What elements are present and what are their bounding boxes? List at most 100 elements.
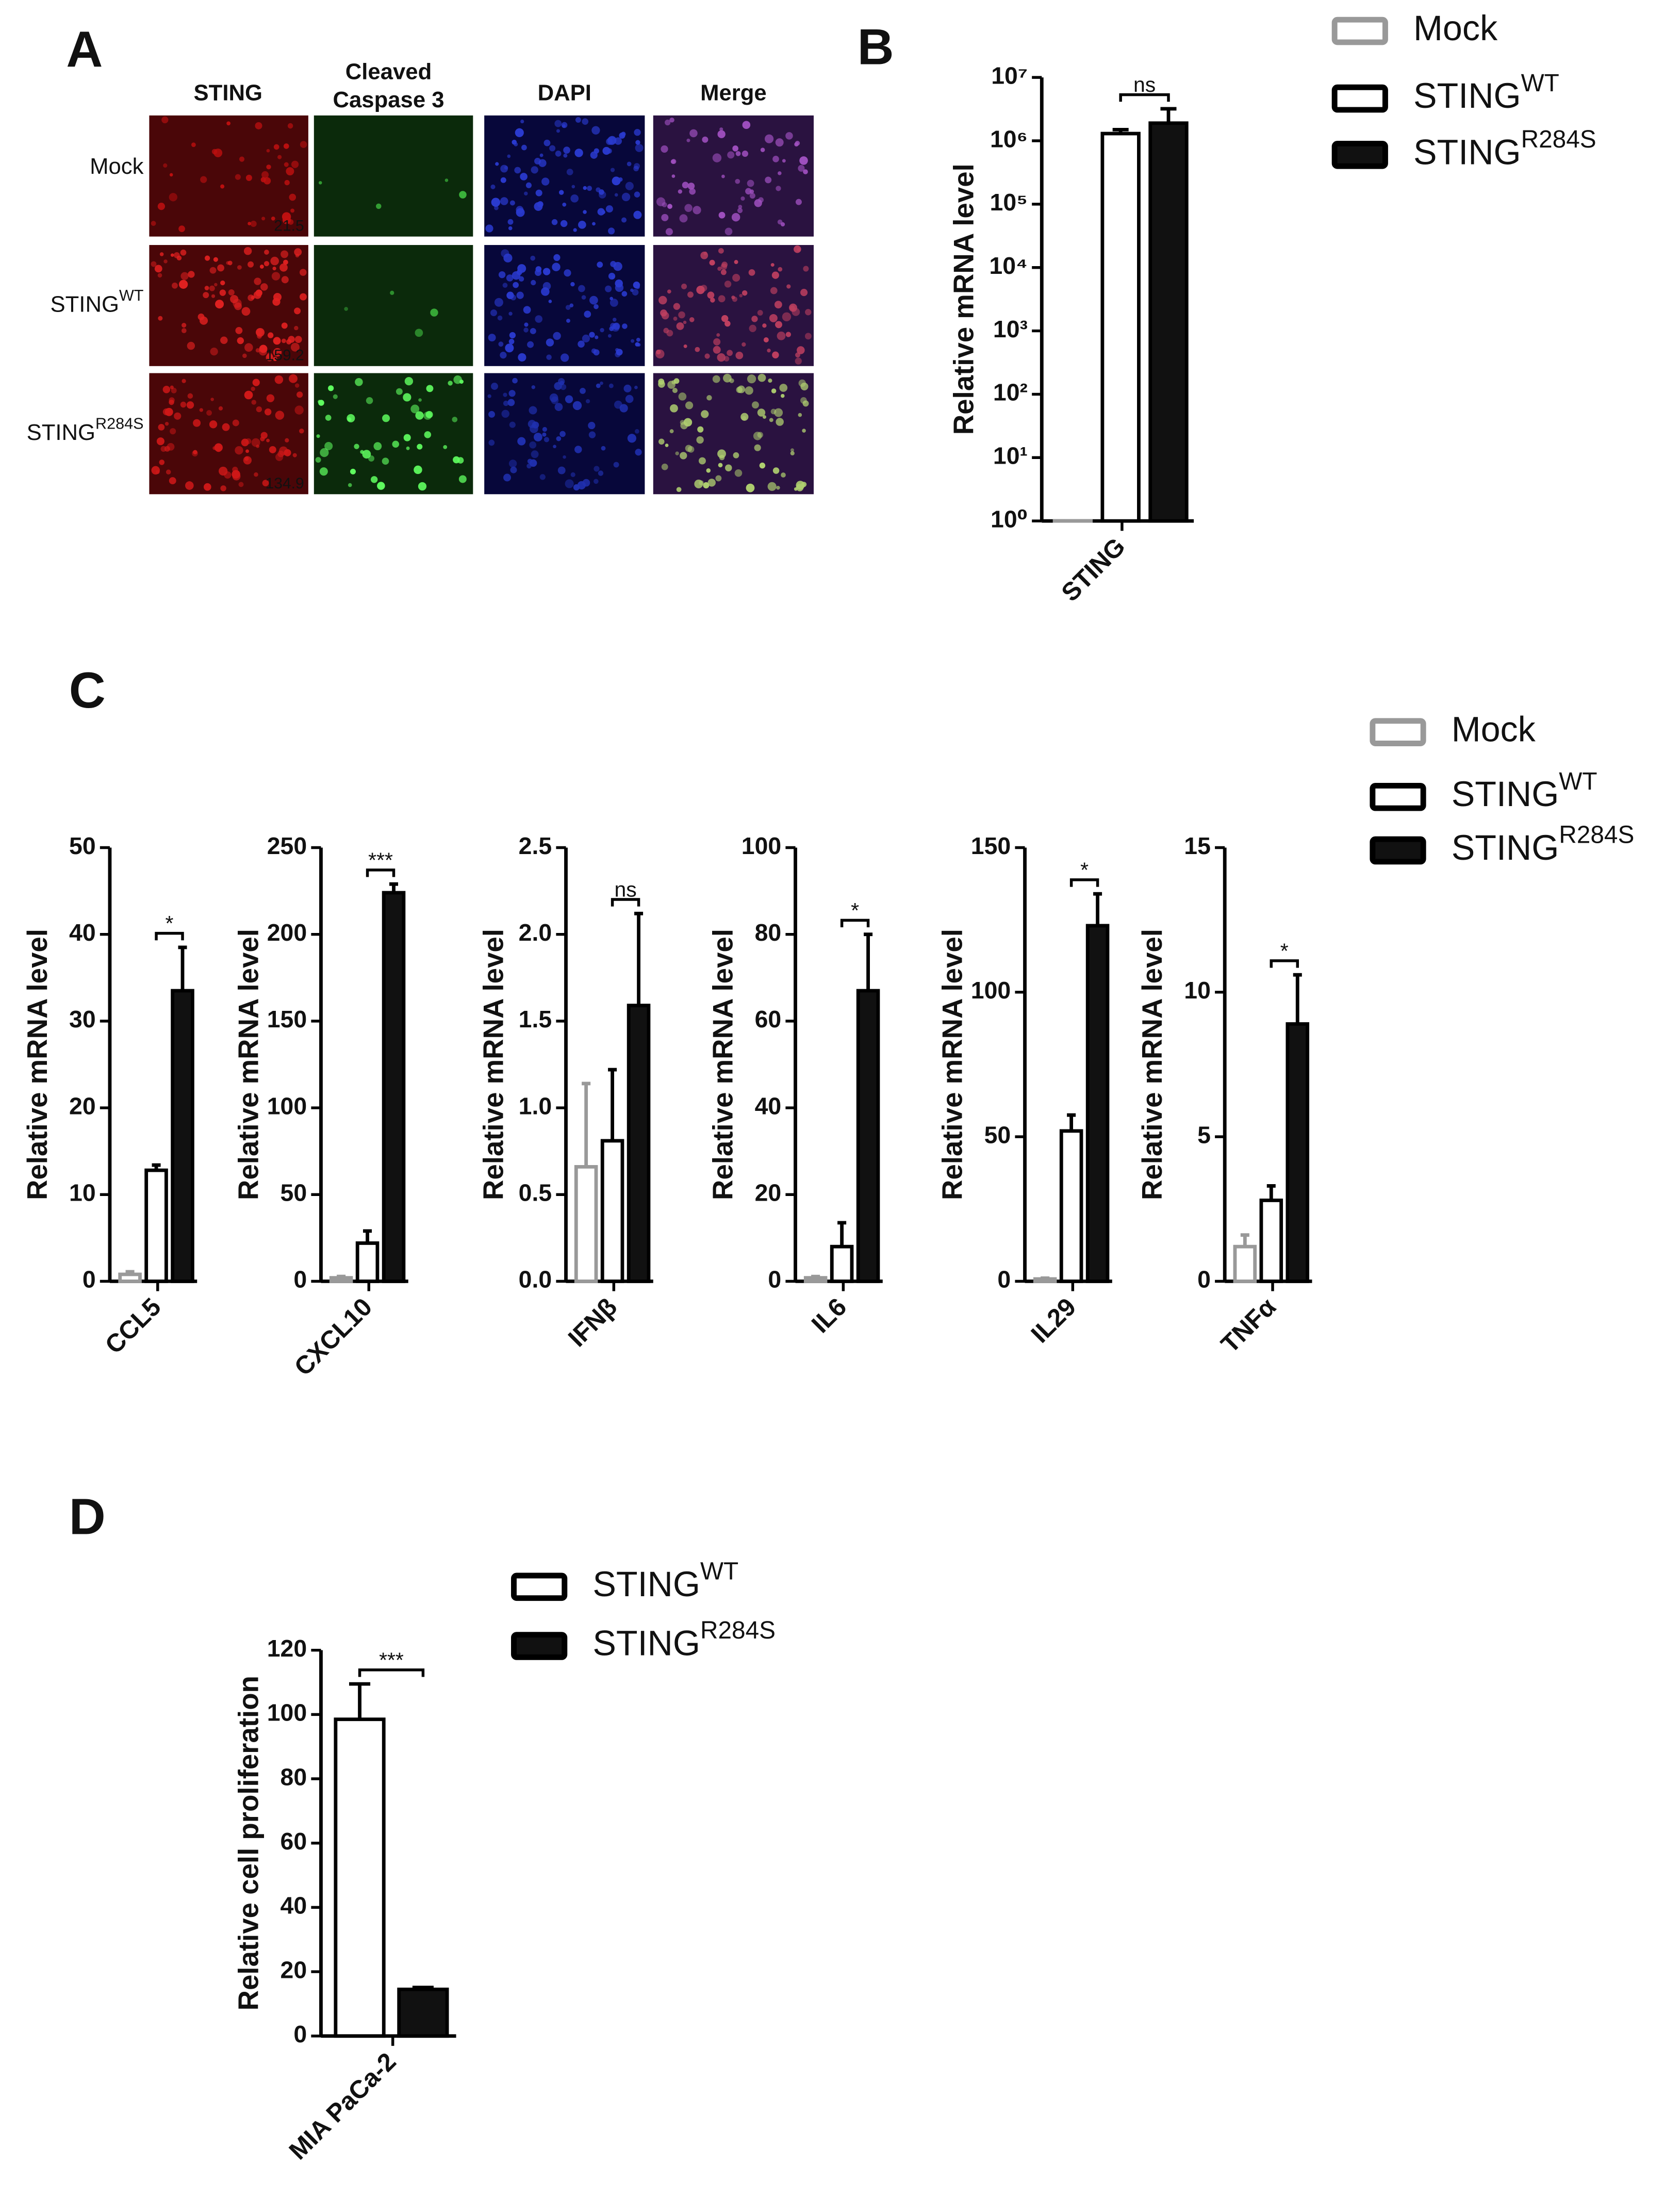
bar bbox=[397, 1987, 449, 2038]
cell bbox=[717, 267, 722, 271]
cell bbox=[636, 337, 640, 342]
cell bbox=[774, 408, 783, 417]
cell bbox=[158, 316, 163, 321]
cell bbox=[670, 404, 678, 413]
legend-label-main: STING bbox=[1413, 76, 1521, 116]
cell bbox=[671, 159, 677, 165]
cell bbox=[790, 451, 795, 456]
cell bbox=[739, 293, 743, 298]
cell bbox=[366, 397, 373, 404]
y-tick-label: 20 bbox=[755, 1179, 782, 1206]
cell bbox=[178, 280, 188, 289]
significance-label: *** bbox=[368, 848, 393, 872]
cell bbox=[266, 354, 273, 362]
legend-label-sup: WT bbox=[700, 1558, 738, 1585]
cell bbox=[187, 341, 195, 350]
cell bbox=[778, 267, 783, 272]
cell bbox=[509, 200, 515, 206]
cell bbox=[565, 479, 574, 488]
cell bbox=[742, 150, 749, 157]
cell bbox=[218, 406, 223, 411]
cell bbox=[491, 383, 498, 390]
cell bbox=[735, 178, 740, 184]
cell bbox=[235, 446, 243, 455]
cell bbox=[772, 351, 779, 358]
cell bbox=[512, 139, 517, 145]
cell bbox=[533, 433, 542, 441]
y-axis-label: Relative cell proliferation bbox=[233, 1676, 264, 2010]
cell bbox=[182, 323, 187, 328]
cell bbox=[382, 457, 389, 465]
cell bbox=[244, 390, 253, 400]
y-tick-label: 0.0 bbox=[519, 1266, 552, 1293]
y-axis-label: Relative mRNA level bbox=[948, 163, 979, 435]
cell bbox=[575, 117, 581, 123]
cell bbox=[775, 321, 782, 329]
cell bbox=[724, 320, 731, 327]
cell bbox=[516, 291, 524, 299]
cell bbox=[693, 206, 701, 215]
cell bbox=[727, 350, 733, 356]
cell bbox=[266, 149, 270, 153]
cell bbox=[294, 383, 300, 388]
cell bbox=[781, 394, 785, 398]
cell bbox=[669, 429, 674, 434]
cell bbox=[805, 309, 812, 316]
y-tick-label: 80 bbox=[281, 1763, 307, 1790]
cell bbox=[725, 464, 732, 471]
bar bbox=[1085, 924, 1110, 1283]
cell bbox=[623, 384, 632, 392]
significance-bracket bbox=[366, 869, 396, 877]
bar bbox=[171, 989, 194, 1283]
y-tick-label: 1.5 bbox=[519, 1006, 552, 1033]
cell bbox=[614, 400, 622, 409]
cell bbox=[530, 255, 536, 261]
cell bbox=[561, 353, 569, 362]
cell bbox=[264, 408, 272, 416]
cell bbox=[534, 202, 543, 211]
cell bbox=[557, 466, 566, 474]
legend-label-sup: WT bbox=[1521, 69, 1559, 96]
cell bbox=[257, 333, 262, 339]
cell bbox=[754, 199, 762, 207]
y-tick-label: 0 bbox=[768, 1266, 781, 1293]
legend-label: STINGR284S bbox=[1413, 126, 1596, 172]
cell bbox=[562, 124, 566, 128]
cell bbox=[488, 439, 495, 446]
cell bbox=[212, 446, 217, 450]
cell bbox=[242, 353, 247, 358]
cell bbox=[799, 156, 808, 165]
cell bbox=[710, 298, 715, 303]
cell bbox=[238, 482, 244, 487]
y-tick-label: 20 bbox=[281, 1956, 307, 1983]
cell bbox=[285, 438, 289, 443]
y-tick-label: 0 bbox=[997, 1266, 1011, 1293]
cell bbox=[745, 386, 753, 395]
cell bbox=[736, 386, 743, 394]
cell bbox=[582, 118, 589, 125]
cell bbox=[742, 342, 746, 347]
y-axis-label: Relative mRNA level bbox=[1136, 929, 1168, 1200]
cell bbox=[529, 441, 537, 449]
cell bbox=[621, 192, 631, 202]
cell bbox=[161, 116, 169, 124]
significance-bracket bbox=[1119, 93, 1170, 102]
cell bbox=[673, 303, 681, 310]
cell bbox=[569, 303, 574, 308]
cell bbox=[555, 151, 562, 157]
cell bbox=[678, 311, 685, 319]
cell bbox=[704, 353, 710, 359]
cell bbox=[452, 417, 458, 422]
cell bbox=[159, 460, 165, 465]
cell bbox=[703, 482, 710, 488]
cell bbox=[746, 483, 755, 493]
cell bbox=[498, 341, 504, 347]
cell bbox=[719, 127, 723, 132]
y-tick-label: 80 bbox=[755, 919, 782, 946]
cell bbox=[325, 415, 332, 421]
cell bbox=[274, 375, 284, 384]
cell bbox=[724, 281, 732, 288]
cell bbox=[273, 356, 277, 362]
cell bbox=[589, 296, 598, 305]
cell bbox=[706, 468, 711, 473]
